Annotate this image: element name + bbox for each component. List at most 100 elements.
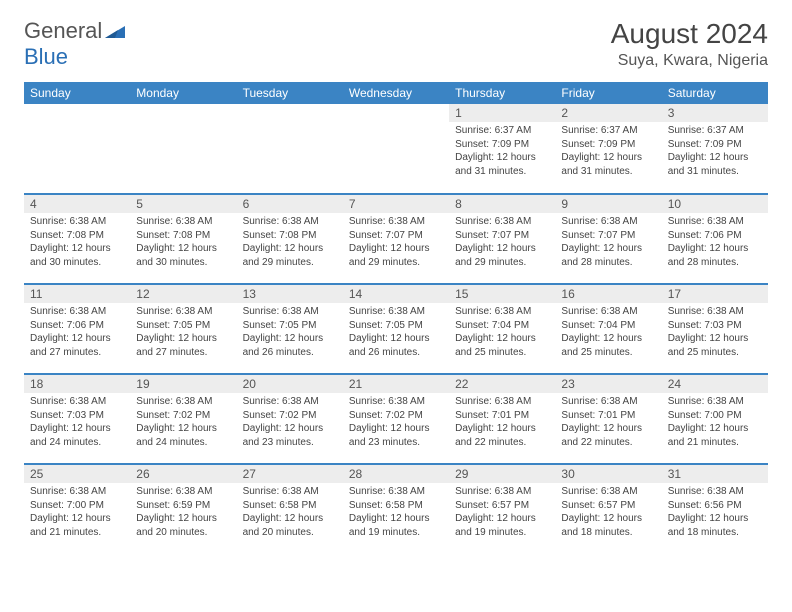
daylight-text-1: Daylight: 12 hours bbox=[243, 242, 337, 256]
calendar-cell: 22 Sunrise: 6:38 AMSunset: 7:01 PMDayligh… bbox=[449, 374, 555, 464]
calendar-cell: 7Sunrise: 6:38 AMSunset: 7:07 PMDaylight… bbox=[343, 194, 449, 284]
day-body: Sunrise: 6:38 AMSunset: 7:07 PMDaylight:… bbox=[449, 213, 555, 273]
sunrise-text: Sunrise: 6:38 AM bbox=[455, 305, 549, 319]
day-header: Monday bbox=[130, 82, 236, 104]
day-number: 24 bbox=[662, 375, 768, 393]
day-body: Sunrise: 6:38 AMSunset: 7:05 PMDaylight:… bbox=[130, 303, 236, 363]
sunset-text: Sunset: 7:08 PM bbox=[30, 229, 124, 243]
day-body: Sunrise: 6:38 AMSunset: 7:07 PMDaylight:… bbox=[343, 213, 449, 273]
daylight-text-2: and 31 minutes. bbox=[561, 165, 655, 179]
logo-text-gray: General bbox=[24, 18, 102, 43]
sunrise-text: Sunrise: 6:37 AM bbox=[561, 124, 655, 138]
day-body: Sunrise: 6:37 AMSunset: 7:09 PMDaylight:… bbox=[449, 122, 555, 182]
daylight-text-1: Daylight: 12 hours bbox=[561, 242, 655, 256]
calendar-cell: 1Sunrise: 6:37 AMSunset: 7:09 PMDaylight… bbox=[449, 104, 555, 194]
day-body: Sunrise: 6:37 AMSunset: 7:09 PMDaylight:… bbox=[662, 122, 768, 182]
day-body: Sunrise: 6:38 AMSunset: 7:01 PMDaylight:… bbox=[555, 393, 661, 453]
sunset-text: Sunset: 7:02 PM bbox=[243, 409, 337, 423]
day-number: 27 bbox=[237, 465, 343, 483]
calendar-cell: 20Sunrise: 6:38 AMSunset: 7:02 PMDayligh… bbox=[237, 374, 343, 464]
calendar-body: 1Sunrise: 6:37 AMSunset: 7:09 PMDaylight… bbox=[24, 104, 768, 554]
day-header-row: SundayMondayTuesdayWednesdayThursdayFrid… bbox=[24, 82, 768, 104]
sunset-text: Sunset: 7:00 PM bbox=[30, 499, 124, 513]
calendar-cell: 26Sunrise: 6:38 AMSunset: 6:59 PMDayligh… bbox=[130, 464, 236, 554]
calendar-cell: 6Sunrise: 6:38 AMSunset: 7:08 PMDaylight… bbox=[237, 194, 343, 284]
day-body: Sunrise: 6:38 AMSunset: 7:03 PMDaylight:… bbox=[662, 303, 768, 363]
sunrise-text: Sunrise: 6:38 AM bbox=[30, 215, 124, 229]
daylight-text-2: and 21 minutes. bbox=[668, 436, 762, 450]
sunset-text: Sunset: 7:01 PM bbox=[561, 409, 655, 423]
day-header: Tuesday bbox=[237, 82, 343, 104]
calendar-cell: 18Sunrise: 6:38 AMSunset: 7:03 PMDayligh… bbox=[24, 374, 130, 464]
sunset-text: Sunset: 6:58 PM bbox=[349, 499, 443, 513]
sunrise-text: Sunrise: 6:38 AM bbox=[243, 485, 337, 499]
calendar-cell: 19Sunrise: 6:38 AMSunset: 7:02 PMDayligh… bbox=[130, 374, 236, 464]
calendar-cell: 12Sunrise: 6:38 AMSunset: 7:05 PMDayligh… bbox=[130, 284, 236, 374]
sunset-text: Sunset: 7:07 PM bbox=[455, 229, 549, 243]
day-number: 7 bbox=[343, 195, 449, 213]
calendar-cell bbox=[343, 104, 449, 194]
daylight-text-1: Daylight: 12 hours bbox=[30, 332, 124, 346]
day-number: 13 bbox=[237, 285, 343, 303]
day-number: 22 bbox=[449, 375, 555, 393]
day-body: Sunrise: 6:38 AMSunset: 7:00 PMDaylight:… bbox=[24, 483, 130, 543]
title-block: August 2024 Suya, Kwara, Nigeria bbox=[611, 18, 768, 70]
calendar-cell bbox=[24, 104, 130, 194]
day-header: Friday bbox=[555, 82, 661, 104]
calendar-row: 1Sunrise: 6:37 AMSunset: 7:09 PMDaylight… bbox=[24, 104, 768, 194]
day-header: Thursday bbox=[449, 82, 555, 104]
daylight-text-2: and 27 minutes. bbox=[136, 346, 230, 360]
day-number: 14 bbox=[343, 285, 449, 303]
daylight-text-2: and 23 minutes. bbox=[243, 436, 337, 450]
daylight-text-1: Daylight: 12 hours bbox=[561, 151, 655, 165]
day-body: Sunrise: 6:38 AMSunset: 7:02 PMDaylight:… bbox=[130, 393, 236, 453]
sunrise-text: Sunrise: 6:38 AM bbox=[349, 485, 443, 499]
sunrise-text: Sunrise: 6:38 AM bbox=[455, 395, 549, 409]
day-number: 5 bbox=[130, 195, 236, 213]
sunset-text: Sunset: 7:09 PM bbox=[668, 138, 762, 152]
day-body: Sunrise: 6:38 AMSunset: 7:03 PMDaylight:… bbox=[24, 393, 130, 453]
sunrise-text: Sunrise: 6:38 AM bbox=[30, 305, 124, 319]
sunset-text: Sunset: 7:05 PM bbox=[136, 319, 230, 333]
sunset-text: Sunset: 7:08 PM bbox=[136, 229, 230, 243]
daylight-text-1: Daylight: 12 hours bbox=[668, 242, 762, 256]
calendar-row: 11Sunrise: 6:38 AMSunset: 7:06 PMDayligh… bbox=[24, 284, 768, 374]
calendar-cell: 4Sunrise: 6:38 AMSunset: 7:08 PMDaylight… bbox=[24, 194, 130, 284]
sunset-text: Sunset: 6:59 PM bbox=[136, 499, 230, 513]
daylight-text-2: and 25 minutes. bbox=[455, 346, 549, 360]
day-number: 1 bbox=[449, 104, 555, 122]
day-number: 3 bbox=[662, 104, 768, 122]
daylight-text-2: and 21 minutes. bbox=[30, 526, 124, 540]
calendar-cell: 10Sunrise: 6:38 AMSunset: 7:06 PMDayligh… bbox=[662, 194, 768, 284]
sunrise-text: Sunrise: 6:38 AM bbox=[349, 215, 443, 229]
calendar-cell: 27Sunrise: 6:38 AMSunset: 6:58 PMDayligh… bbox=[237, 464, 343, 554]
sunset-text: Sunset: 7:02 PM bbox=[136, 409, 230, 423]
calendar-table: SundayMondayTuesdayWednesdayThursdayFrid… bbox=[24, 82, 768, 554]
daylight-text-2: and 22 minutes. bbox=[455, 436, 549, 450]
calendar-cell: 13Sunrise: 6:38 AMSunset: 7:05 PMDayligh… bbox=[237, 284, 343, 374]
calendar-cell: 31Sunrise: 6:38 AMSunset: 6:56 PMDayligh… bbox=[662, 464, 768, 554]
day-number: 19 bbox=[130, 375, 236, 393]
daylight-text-1: Daylight: 12 hours bbox=[668, 332, 762, 346]
sunset-text: Sunset: 7:03 PM bbox=[30, 409, 124, 423]
sunrise-text: Sunrise: 6:38 AM bbox=[668, 305, 762, 319]
calendar-cell: 21Sunrise: 6:38 AMSunset: 7:02 PMDayligh… bbox=[343, 374, 449, 464]
day-number: 31 bbox=[662, 465, 768, 483]
day-body: Sunrise: 6:38 AMSunset: 6:57 PMDaylight:… bbox=[449, 483, 555, 543]
sunrise-text: Sunrise: 6:38 AM bbox=[30, 395, 124, 409]
sunrise-text: Sunrise: 6:38 AM bbox=[349, 305, 443, 319]
daylight-text-1: Daylight: 12 hours bbox=[455, 512, 549, 526]
daylight-text-1: Daylight: 12 hours bbox=[136, 422, 230, 436]
sunrise-text: Sunrise: 6:38 AM bbox=[561, 395, 655, 409]
sunset-text: Sunset: 7:09 PM bbox=[561, 138, 655, 152]
daylight-text-1: Daylight: 12 hours bbox=[455, 422, 549, 436]
day-body: Sunrise: 6:38 AMSunset: 7:08 PMDaylight:… bbox=[237, 213, 343, 273]
day-number: 12 bbox=[130, 285, 236, 303]
calendar-cell: 11Sunrise: 6:38 AMSunset: 7:06 PMDayligh… bbox=[24, 284, 130, 374]
sunrise-text: Sunrise: 6:38 AM bbox=[136, 305, 230, 319]
sunset-text: Sunset: 7:01 PM bbox=[455, 409, 549, 423]
daylight-text-1: Daylight: 12 hours bbox=[455, 242, 549, 256]
day-body: Sunrise: 6:37 AMSunset: 7:09 PMDaylight:… bbox=[555, 122, 661, 182]
sunset-text: Sunset: 7:09 PM bbox=[455, 138, 549, 152]
sunset-text: Sunset: 7:03 PM bbox=[668, 319, 762, 333]
